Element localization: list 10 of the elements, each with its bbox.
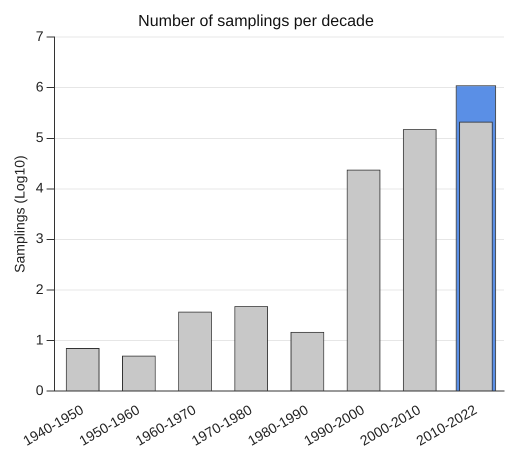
y-tick-label: 4 [36,180,44,196]
y-axis-title: Samplings (Log10) [11,155,28,273]
y-tick-label: 3 [36,230,44,246]
y-tick-label: 1 [36,331,44,348]
y-tick-label: 6 [36,78,44,95]
chart-title: Number of samplings per decade [138,13,374,30]
y-tick-label: 0 [36,382,44,398]
y-tick-label: 2 [36,280,44,297]
y-tick-label: 5 [36,129,44,146]
y-tick-label: 7 [36,28,44,44]
